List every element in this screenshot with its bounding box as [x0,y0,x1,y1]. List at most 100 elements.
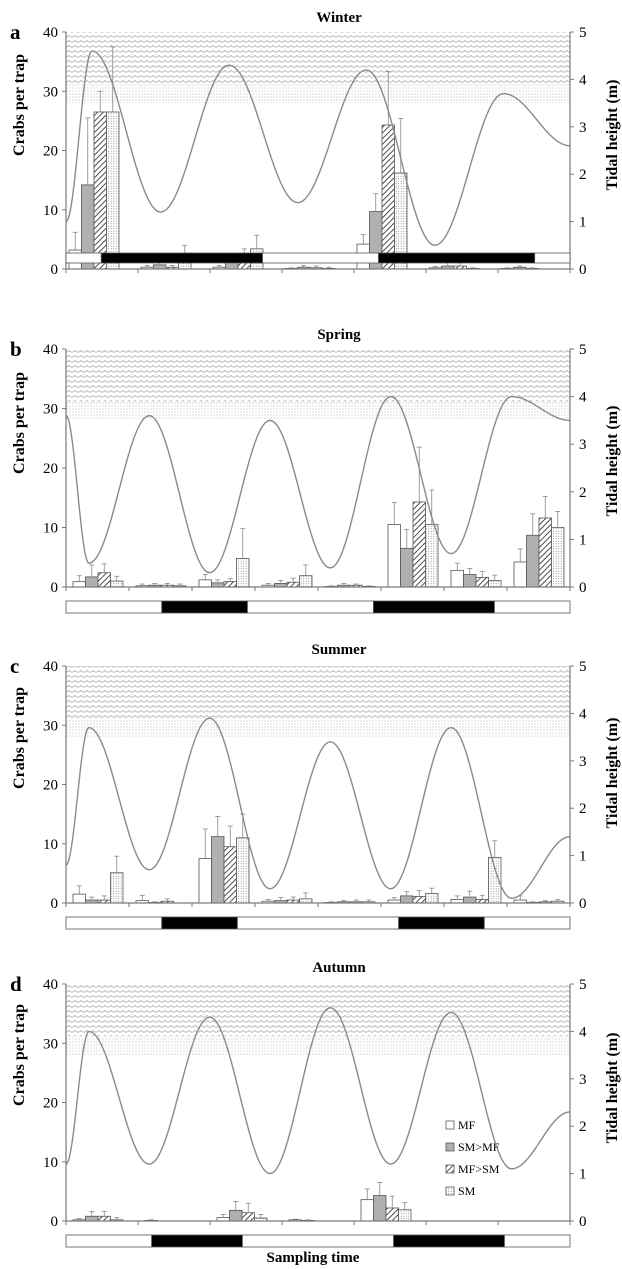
panel-a-wave-zone [66,32,570,85]
panel-c-bar-g3-sm [236,837,250,904]
panel-c-bar-g4-sm [299,898,313,904]
legend-label-sm: SM [458,1184,476,1198]
legend: MF SM>MF MF>SM SM [445,1118,500,1198]
panel-c-lightbar-day-1 [65,916,163,930]
panel-b-bar-g6-mf-sm [412,501,426,588]
panel-a-y-tick-label-left-1: 10 [43,203,58,219]
panel-d-bar-g1-sm-mf [85,1215,99,1222]
panel-a-letter: a [10,20,21,44]
panel-b-bar-g7-sm-mf [463,574,477,588]
panel-d-bar-g5-mf-sm [385,1207,399,1222]
panel-c-bar-g6-sm-mf [400,895,414,904]
panel-c-letter: c [10,654,19,678]
panel-b-dotted-zone [66,401,570,421]
panel-d-lightbar-day-5 [504,1234,571,1248]
panel-b-y-tick-label-left-3: 30 [43,402,58,418]
panel-c-bar-g3-mf [198,858,212,904]
panel-b-bar-g4-mf-sm [286,581,300,588]
legend-label-mf: MF [458,1118,476,1132]
panel-b-y-tick-label-left-2: 20 [43,461,58,477]
panel-a-lightbar-day-5 [534,252,571,264]
panel-b-bar-g3-sm-mf [211,582,225,588]
panel-d-bar-g1-mf-sm [97,1215,111,1222]
panel-d-y-tick-label-left-3: 30 [43,1036,58,1052]
panel-c-y-tick-label-right-1: 1 [579,849,587,865]
panel-d-bar-g5-sm [398,1209,412,1222]
panel-d-y-tick-label-right-4: 4 [579,1024,587,1040]
panel-d-wave-zone [66,984,570,1037]
panel-c-bar-g3-sm-mf [211,836,225,904]
plots-layer: 0102030400123450102030400123450102030400… [43,25,587,1248]
panel-b-bar-g3-mf [198,579,212,588]
legend-swatch-mf [445,1120,455,1130]
panel-d-bar-g3-mf-sm [241,1212,255,1222]
panel-c-bar-g1-mf [72,893,86,904]
panel-a-lightbar-night-4 [378,252,536,264]
panel-b-y-tick-label-right-2: 2 [579,485,587,501]
panel-c-bar-g1-sm [110,872,124,904]
panel-a-ylabel-right: Tidal height (m) [604,80,621,191]
panel-b-y-tick-label-right-4: 4 [579,390,587,406]
panel-a-y-tick-label-left-2: 20 [43,144,58,160]
panel-c-y-tick-label-left-3: 30 [43,718,58,734]
panel-c-bar-g3-mf-sm [223,846,237,904]
panel-d-lightbar-day-1 [65,1234,153,1248]
panel-b-y-tick-label-right-5: 5 [579,342,587,358]
panel-b-bar-g7-mf [450,569,464,588]
panel-c-bar-g6-mf-sm [412,896,426,904]
legend-label-sm-mf: SM>MF [458,1140,500,1154]
panel-c-tide-line [65,717,571,899]
panel-c-y-tick-label-left-1: 10 [43,837,58,853]
panel-b-wave-zone [66,349,570,402]
panel-b-bar-g4-sm [299,575,313,588]
legend-swatch-sm [445,1186,455,1196]
panel-d-lightbar-night-2 [151,1234,243,1248]
panel-a-y-tick-label-right-1: 1 [579,215,587,231]
panel-b-bar-g1-sm-mf [85,576,99,588]
panel-d-y-tick-label-left-0: 0 [51,1214,59,1230]
panel-a-y-tick-label-left-3: 30 [43,84,58,100]
panel-b-bar-g1-mf-sm [97,572,111,588]
panel-d-lightbar-day-3 [241,1234,394,1248]
panel-b-y-tick-label-right-3: 3 [579,437,587,453]
panel-a-y-tick-label-right-2: 2 [579,167,587,183]
panel-d-title: Autumn [312,960,366,976]
panel-c-wave-zone [66,666,570,719]
panel-a-ylabel-left: Crabs per trap [11,54,28,156]
panel-c-y-tick-label-right-4: 4 [579,706,587,722]
panel-a-title: Winter [316,10,362,26]
panel-d-lightbar-night-4 [393,1234,505,1248]
panel-a-y-tick-label-right-3: 3 [579,120,587,136]
panel-b-tide-line [65,395,571,574]
panel-b-y-tick-label-right-1: 1 [579,532,587,548]
x-axis-label: Sampling time [267,1250,360,1266]
panel-d-dotted-zone [66,1036,570,1056]
panel-d-y-tick-label-right-2: 2 [579,1119,587,1135]
panel-d-y-tick-label-left-2: 20 [43,1096,58,1112]
panel-a-lightbar-day-1 [65,252,102,264]
panel-b-y-tick-label-left-1: 10 [43,521,58,537]
panel-b-bar-g1-sm [110,580,124,588]
panel-a-bar-g1-sm [106,111,120,270]
panel-b-lightbar-night-2 [161,600,248,614]
panel-c-lightbar-day-3 [236,916,400,930]
panel-c-lightbar-night-4 [398,916,485,930]
panel-b-bar-g3-mf-sm [223,581,237,588]
panel-c-bar-g6-sm [425,893,439,904]
panel-c-y-tick-label-left-0: 0 [51,896,59,912]
panel-d-y-tick-label-right-5: 5 [579,977,587,993]
panel-b-y-tick-label-left-0: 0 [51,580,59,596]
panel-c-y-tick-label-left-4: 40 [43,659,58,675]
panel-b-lightbar-day-3 [247,600,374,614]
panel-a-y-tick-label-left-0: 0 [51,262,59,278]
panel-b-bar-g8-mf-sm [538,517,552,588]
panel-c-dotted-zone [66,718,570,738]
panel-c-y-tick-label-left-2: 20 [43,778,58,794]
panel-a-bar-g2-sm-mf [153,264,167,270]
panel-a-y-tick-label-right-5: 5 [579,25,587,41]
panel-d-ylabel-right: Tidal height (m) [604,1033,621,1144]
panel-b-bar-g7-sm [488,580,502,588]
panel-c-lightbar-day-5 [483,916,571,930]
panel-b-lightbar-night-4 [373,600,495,614]
panel-d-bar-g5-sm-mf [373,1195,387,1222]
